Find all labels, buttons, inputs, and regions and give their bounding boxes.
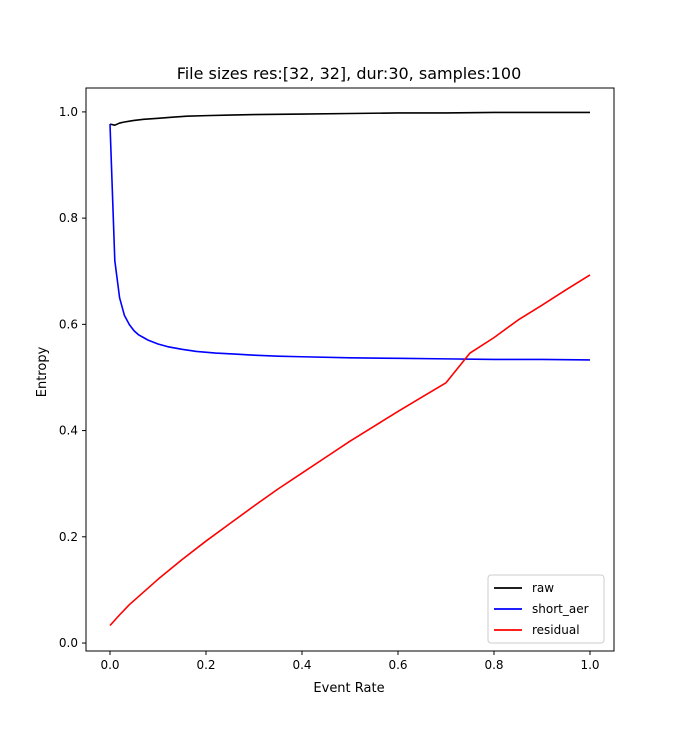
x-tick-label: 0.4: [292, 658, 311, 672]
y-tick-label: 0.6: [59, 317, 78, 331]
y-tick-label: 0.4: [59, 424, 78, 438]
y-axis-label: Entropy: [35, 346, 50, 397]
x-tick-label: 1.0: [580, 658, 599, 672]
legend-label-residual: residual: [532, 623, 580, 637]
x-tick-label: 0.6: [388, 658, 407, 672]
x-tick-label: 0.8: [484, 658, 503, 672]
y-tick-label: 1.0: [59, 105, 78, 119]
y-tick-label: 0.8: [59, 211, 78, 225]
y-tick-label: 0.0: [59, 636, 78, 650]
x-tick-label: 0.0: [100, 658, 119, 672]
legend-label-raw: raw: [532, 581, 554, 595]
legend-box: [487, 574, 605, 644]
plot-area: 0.0 0.2 0.4 0.6 0.8 1.0 0.0 0.2 0.4 0.6 0.8 1.0: [59, 87, 615, 672]
y-tick-label: 0.2: [59, 530, 78, 544]
x-tick-label: 0.2: [196, 658, 215, 672]
series-line-residual: [109, 274, 591, 627]
series-line-raw: [109, 111, 590, 126]
axes-frame: [85, 87, 615, 652]
legend-label-short_aer: short_aer: [532, 602, 589, 616]
x-axis-label: Event Rate: [313, 681, 384, 696]
legend: raw short_aer residual: [487, 574, 605, 644]
chart-title: File sizes res:[32, 32], dur:30, samples…: [177, 64, 522, 83]
series-line-short_aer: [109, 124, 591, 361]
